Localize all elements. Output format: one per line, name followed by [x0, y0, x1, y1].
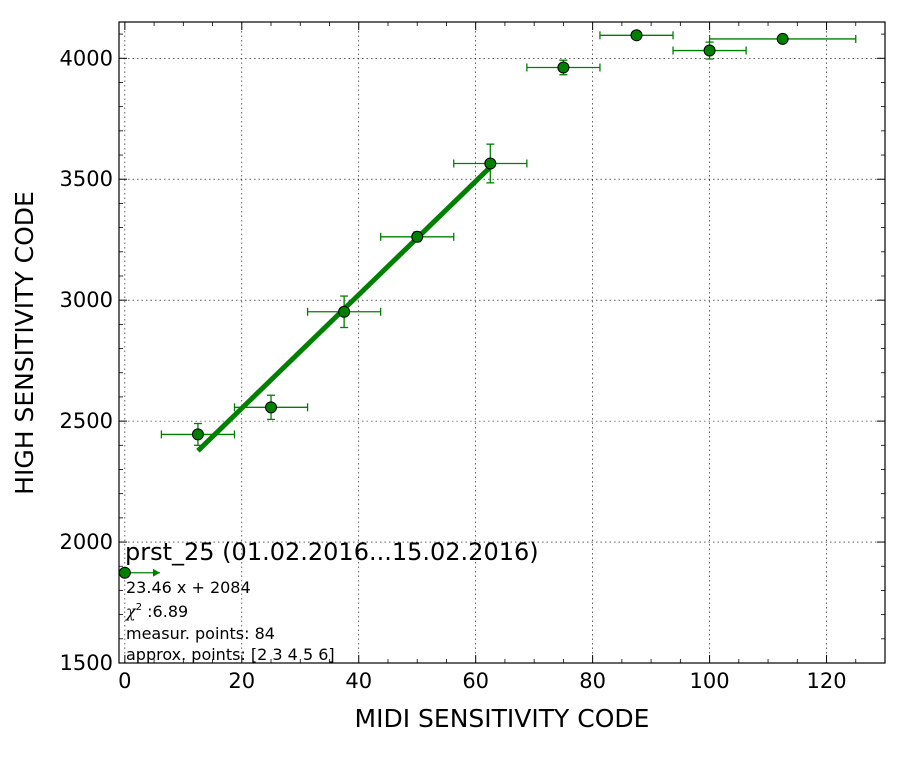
- y-tick-label: 3500: [60, 167, 113, 191]
- chi-symbol: χ: [125, 602, 137, 621]
- data-point-6: [453, 143, 528, 184]
- x-errorbar-arrow: [152, 568, 160, 577]
- data-marker: [191, 428, 204, 441]
- tick-labels: 0 20 40 60 80 100 120 1500 2000 2500 3000 3500 4000: [60, 46, 847, 693]
- x-tick-label: 60: [462, 669, 489, 693]
- x-tick-label: 40: [345, 669, 372, 693]
- x-tick-label: 120: [806, 669, 846, 693]
- chi-power: 2: [136, 602, 142, 613]
- x-tick-label: 80: [579, 669, 606, 693]
- annotation-chi: χ2 :6.89: [125, 602, 188, 621]
- data-marker: [338, 305, 351, 318]
- data-marker: [776, 32, 789, 45]
- data-marker: [411, 230, 424, 243]
- plot-background: [119, 22, 885, 663]
- plot-frame: [118, 21, 886, 664]
- data-marker: [630, 29, 643, 42]
- annotation-title: prst_25 (01.02.2016...15.02.2016): [125, 538, 539, 566]
- data-marker: [484, 157, 497, 170]
- minor-ticks: [119, 22, 886, 663]
- x-tick-label: 0: [118, 669, 131, 693]
- x-axis-label: MIDI SENSITIVITY CODE: [355, 704, 650, 733]
- y-tick-label: 2500: [60, 409, 113, 433]
- annotation-equation: 23.46 x + 2084: [126, 578, 251, 597]
- chi-value: :6.89: [142, 602, 188, 621]
- y-tick-label: 4000: [60, 46, 113, 70]
- x-tick-label: 100: [690, 669, 730, 693]
- y-tick-label: 3000: [60, 288, 113, 312]
- data-marker: [703, 44, 716, 57]
- x-tick-label: 20: [228, 669, 255, 693]
- data-marker: [118, 566, 131, 579]
- annotation-block: prst_25 (01.02.2016...15.02.2016) 23.46 …: [125, 538, 539, 664]
- y-tick-label: 2000: [60, 530, 113, 554]
- annotation-approx-points: approx. points: [2 3 4 5 6]: [126, 645, 335, 664]
- data-marker: [265, 401, 278, 414]
- annotation-measur-points: measur. points: 84: [126, 624, 275, 643]
- markers: [118, 29, 789, 579]
- y-axis-label: HIGH SENSITIVITY CODE: [10, 191, 39, 495]
- data-marker: [557, 61, 570, 74]
- y-tick-label: 1500: [60, 651, 113, 675]
